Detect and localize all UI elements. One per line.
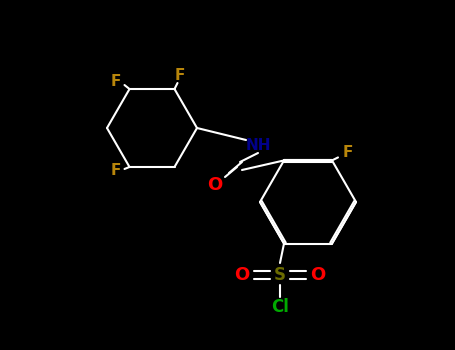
Text: Cl: Cl [271, 298, 289, 316]
Text: O: O [207, 176, 222, 194]
Text: O: O [234, 266, 250, 284]
Text: O: O [310, 266, 326, 284]
Text: F: F [110, 74, 121, 89]
Text: F: F [343, 145, 353, 160]
Text: F: F [110, 163, 121, 178]
Text: NH: NH [245, 138, 271, 153]
Text: S: S [274, 266, 286, 284]
Text: F: F [174, 68, 185, 83]
